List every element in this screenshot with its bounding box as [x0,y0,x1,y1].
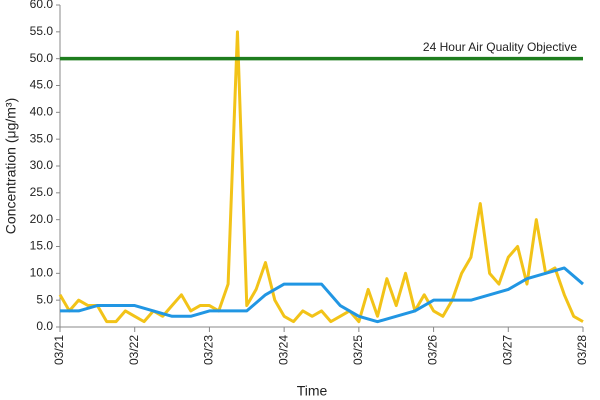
y-tick-label: 60.0 [30,0,54,11]
x-tick-label: 03/27 [500,335,514,365]
x-tick-label: 03/23 [202,335,216,365]
x-tick-label: 03/28 [575,335,589,365]
y-tick-label: 25.0 [30,185,54,199]
y-tick-label: 50.0 [30,51,54,65]
y-tick-label: 35.0 [30,131,54,145]
reference-label: 24 Hour Air Quality Objective [423,40,577,54]
x-tick-label: 03/22 [127,335,141,365]
y-tick-label: 15.0 [30,239,54,253]
series-line [60,266,584,324]
y-tick-label: 30.0 [30,158,54,172]
x-tick-label: 03/24 [276,335,290,365]
x-tick-label: 03/25 [351,335,365,365]
y-tick-label: 0.0 [36,319,53,333]
x-tick-label: 03/26 [426,335,440,365]
y-tick-label: 5.0 [36,292,53,306]
y-axis-title: Concentration (μg/m³) [3,98,19,234]
y-tick-label: 20.0 [30,212,54,226]
series-line [58,30,584,324]
y-tick-label: 40.0 [30,105,54,119]
y-tick-label: 10.0 [30,266,54,280]
y-tick-label: 55.0 [30,24,54,38]
y-tick-label: 45.0 [30,78,54,92]
x-axis-title: Time [297,383,328,399]
x-tick-label: 03/21 [52,335,66,365]
